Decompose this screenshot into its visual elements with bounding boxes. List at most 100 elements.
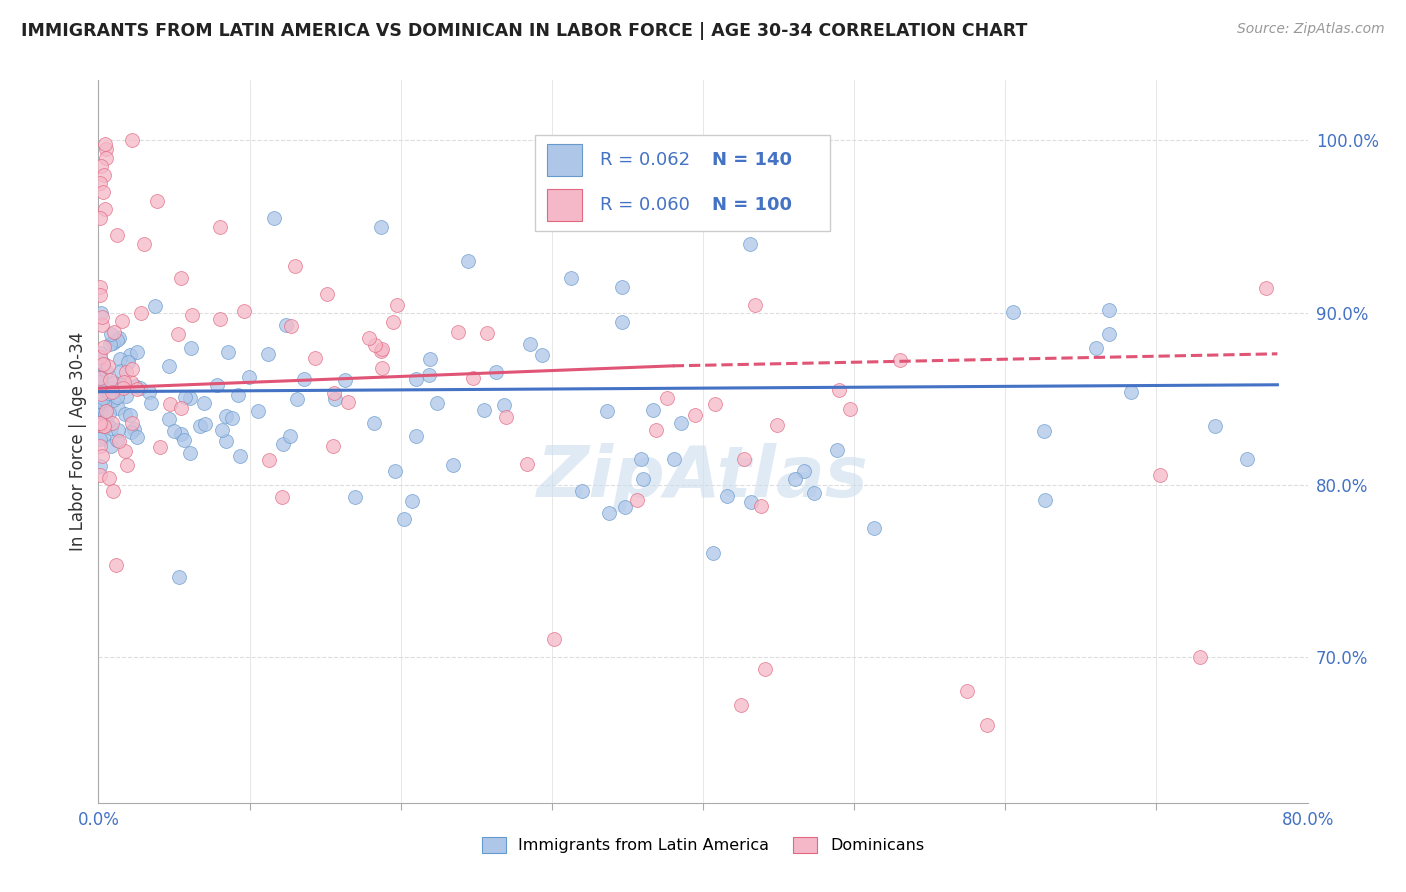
Immigrants from Latin America [94,407,117,421]
Dominicans [447,325,470,339]
Immigrants from Latin America [120,348,142,362]
Immigrants from Latin America [221,411,243,425]
Dominicans [89,371,111,385]
Immigrants from Latin America [738,236,761,251]
Dominicans [371,361,394,376]
Immigrants from Latin America [91,429,114,443]
Dominicans [495,409,517,424]
Dominicans [89,350,111,364]
Dominicans [90,159,112,173]
Dominicans [645,423,668,437]
Immigrants from Latin America [702,546,724,560]
Immigrants from Latin America [1084,341,1107,355]
Immigrants from Latin America [370,219,392,234]
Dominicans [129,305,152,319]
Immigrants from Latin America [457,253,479,268]
Immigrants from Latin America [285,392,308,406]
Immigrants from Latin America [384,464,406,478]
Dominicans [382,314,405,328]
FancyBboxPatch shape [547,145,582,176]
Dominicans [94,202,117,217]
Immigrants from Latin America [825,443,848,458]
Dominicans [101,384,124,399]
Immigrants from Latin America [125,430,148,444]
FancyBboxPatch shape [536,135,830,231]
Immigrants from Latin America [105,433,128,447]
Immigrants from Latin America [169,570,191,584]
Dominicans [1254,281,1277,295]
Immigrants from Latin America [159,359,181,374]
Dominicans [364,338,387,352]
FancyBboxPatch shape [547,189,582,221]
Immigrants from Latin America [610,279,633,293]
Dominicans [97,471,120,485]
Immigrants from Latin America [630,451,652,466]
Text: IMMIGRANTS FROM LATIN AMERICA VS DOMINICAN IN LABOR FORCE | AGE 30-34 CORRELATIO: IMMIGRANTS FROM LATIN AMERICA VS DOMINIC… [21,22,1028,40]
Dominicans [827,383,849,397]
Dominicans [1189,649,1212,664]
Immigrants from Latin America [803,486,825,500]
Dominicans [94,404,117,418]
Immigrants from Latin America [179,446,201,460]
Immigrants from Latin America [571,483,593,498]
Dominicans [103,325,125,339]
Immigrants from Latin America [1204,419,1226,434]
Dominicans [703,397,725,411]
Dominicans [97,359,120,373]
Y-axis label: In Labor Force | Age 30-34: In Labor Force | Age 30-34 [69,332,87,551]
Immigrants from Latin America [292,372,315,386]
Dominicans [323,386,346,401]
Dominicans [114,444,136,458]
Dominicans [730,698,752,712]
Immigrants from Latin America [100,421,122,435]
Dominicans [359,331,381,345]
Immigrants from Latin America [100,326,122,341]
Immigrants from Latin America [278,429,301,443]
Dominicans [146,194,169,208]
Immigrants from Latin America [401,493,423,508]
Immigrants from Latin America [405,372,427,386]
Immigrants from Latin America [89,394,111,409]
Immigrants from Latin America [716,489,738,503]
Immigrants from Latin America [596,404,619,418]
Immigrants from Latin America [91,391,114,405]
Immigrants from Latin America [180,341,202,355]
Immigrants from Latin America [205,378,228,392]
Immigrants from Latin America [105,390,128,404]
Immigrants from Latin America [169,426,191,441]
Immigrants from Latin America [89,374,111,388]
Immigrants from Latin America [173,390,195,404]
Immigrants from Latin America [1002,304,1025,318]
Dominicans [90,387,112,401]
Dominicans [765,417,787,432]
Immigrants from Latin America [335,373,357,387]
Dominicans [120,375,142,389]
Dominicans [1149,468,1171,483]
Text: R = 0.062: R = 0.062 [600,152,690,169]
Immigrants from Latin America [530,348,553,362]
Immigrants from Latin America [96,364,118,378]
Immigrants from Latin America [783,472,806,486]
Dominicans [98,373,121,387]
Dominicans [121,416,143,430]
Dominicans [121,361,143,376]
Immigrants from Latin America [93,396,115,410]
Immigrants from Latin America [643,402,665,417]
Immigrants from Latin America [89,407,111,421]
Immigrants from Latin America [108,331,131,345]
Dominicans [94,151,117,165]
Immigrants from Latin America [89,416,111,430]
Dominicans [754,662,776,676]
Dominicans [149,440,172,454]
Immigrants from Latin America [124,378,146,392]
Dominicans [733,452,755,467]
Dominicans [208,311,231,326]
Immigrants from Latin America [96,393,118,408]
Immigrants from Latin America [108,351,131,366]
Dominicans [127,383,149,397]
Immigrants from Latin America [188,419,211,434]
Dominicans [89,417,111,431]
Immigrants from Latin America [793,464,815,478]
Dominicans [115,458,138,473]
Dominicans [89,279,111,293]
